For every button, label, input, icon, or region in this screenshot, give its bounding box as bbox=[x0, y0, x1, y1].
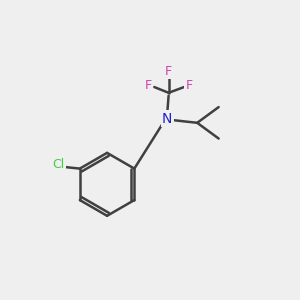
Text: N: N bbox=[162, 112, 172, 125]
Text: F: F bbox=[165, 65, 172, 78]
Text: F: F bbox=[186, 79, 193, 92]
Text: Cl: Cl bbox=[52, 158, 64, 171]
Text: F: F bbox=[144, 79, 152, 92]
